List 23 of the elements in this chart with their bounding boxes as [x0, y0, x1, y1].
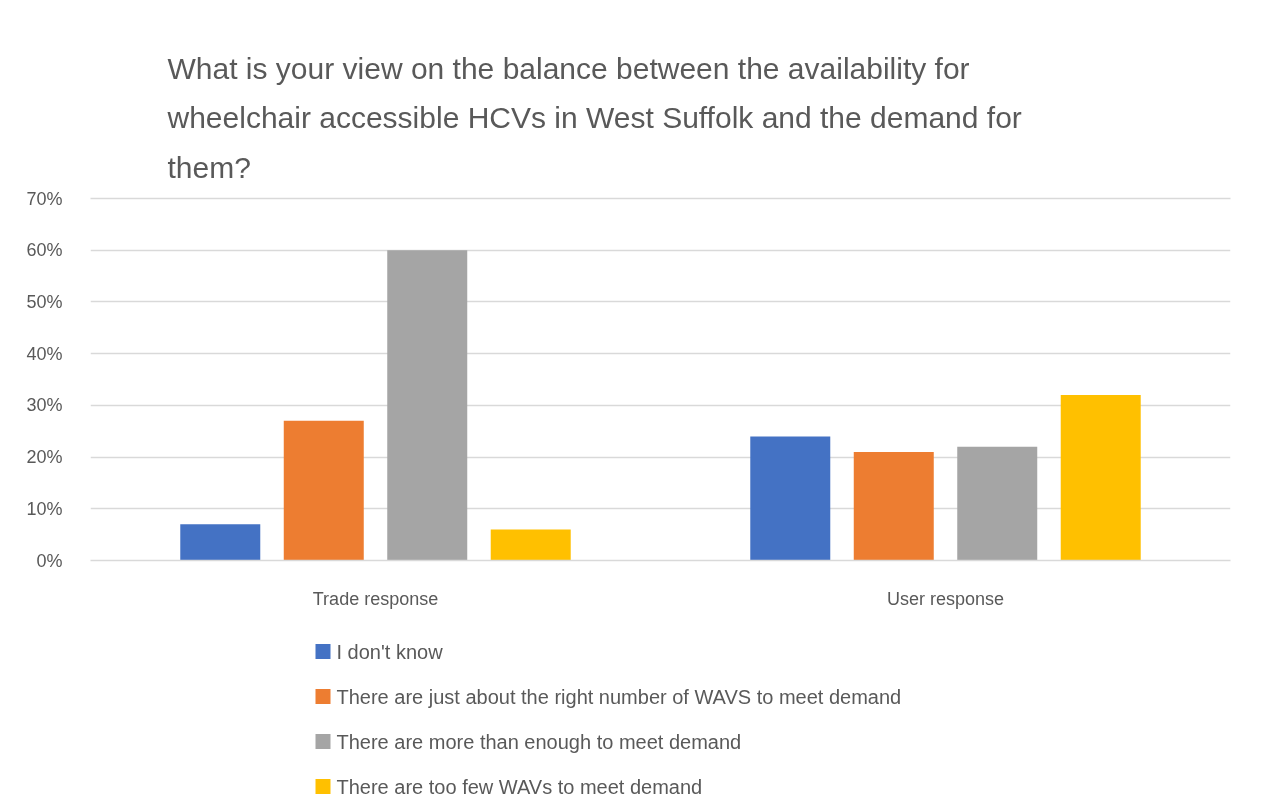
bar — [853, 451, 934, 561]
chart-title: What is your view on the balance between the availability for wheelchair accessible HCVs in West Suffolk and the demand for them? — [166, 51, 1022, 184]
y-tick-label: 50% — [26, 291, 63, 312]
bar — [387, 250, 468, 561]
legend-label: There are more than enough to meet demand — [336, 730, 742, 753]
y-tick-label: 60% — [26, 240, 63, 261]
legend-label: I don't know — [336, 640, 444, 663]
y-tick-label: 10% — [26, 498, 63, 519]
x-tick-label: User response — [886, 588, 1005, 609]
legend-label: There are too few WAVs to meet demand — [336, 775, 703, 798]
y-tick-label: 70% — [26, 188, 63, 209]
legend-label: There are just about the right number of WAVS to meet demand — [336, 685, 902, 708]
bar — [1060, 395, 1141, 561]
bar — [180, 524, 261, 561]
x-tick-label: Trade response — [312, 588, 439, 609]
y-tick-label: 40% — [26, 343, 63, 364]
bar — [957, 446, 1038, 561]
y-tick-label: 0% — [36, 550, 63, 571]
bar — [490, 529, 571, 561]
y-tick-label: 30% — [26, 395, 63, 416]
bar — [283, 420, 364, 561]
bar — [750, 436, 831, 561]
y-tick-label: 20% — [26, 447, 63, 468]
